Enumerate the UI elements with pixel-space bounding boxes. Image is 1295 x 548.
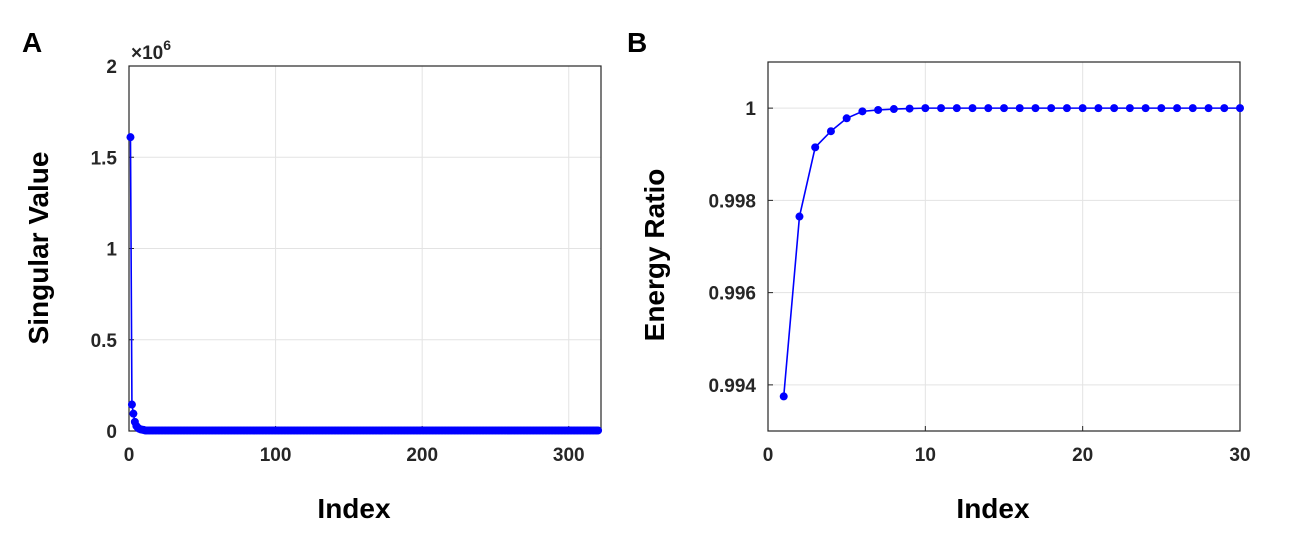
panel-b-data-point: [1047, 104, 1056, 113]
panel-a-y-tick-label: 1.5: [91, 148, 118, 169]
panel-b-data-point: [1188, 104, 1197, 113]
panel-b-data-point: [1236, 104, 1244, 113]
panel-b-data-point: [1204, 104, 1213, 113]
panel-b-data-point: [795, 212, 804, 221]
panel-b-data-point: [874, 105, 883, 114]
panel-b-chart: B 0 10 20 30 0.994 0.996 0.998 1 Index Energy R…: [627, 27, 1251, 524]
panel-b-y-tick-label: 0.998: [708, 191, 756, 212]
panel-b-data-point: [952, 104, 961, 113]
panel-b-y-tick-label: 1: [745, 99, 756, 120]
panel-b-y-tick-label: 0.996: [708, 284, 756, 305]
panel-b-x-tick-label: 30: [1229, 445, 1250, 466]
panel-a-x-tick-label: 0: [124, 445, 135, 466]
panel-a-data-point: [127, 400, 136, 409]
panel-a-y-tick-label: 1: [106, 240, 117, 261]
panel-a-x-tick-label: 300: [553, 445, 585, 466]
panel-a-y-multiplier: ×106: [131, 37, 171, 64]
panel-b-x-tick-label: 20: [1072, 445, 1093, 466]
panel-b-y-tick-label: 0.994: [708, 376, 756, 397]
panel-a-letter: A: [22, 27, 42, 58]
panel-b-data-point: [1031, 104, 1040, 113]
panel-b-grid: [767, 62, 1241, 431]
panel-b-data-point: [779, 392, 788, 401]
panel-b-y-axis-label: Energy Ratio: [639, 169, 670, 342]
panel-b-data-point: [905, 104, 914, 113]
panel-a-x-tick-label: 100: [260, 445, 292, 466]
panel-b-data-point: [984, 104, 993, 113]
panel-b-series-line: [782, 107, 1240, 397]
panel-a-x-axis-label: Index: [317, 493, 391, 524]
panel-b-data-point: [826, 127, 835, 136]
panel-a-data-point: [126, 133, 135, 142]
panel-b-data-point: [811, 143, 820, 152]
panel-b-data-point: [858, 107, 867, 116]
panel-b-data-point: [1157, 104, 1166, 113]
panel-a-x-tick-label: 200: [406, 445, 438, 466]
panel-a-y-axis-label: Singular Value: [23, 152, 54, 345]
panel-b-data-point: [1141, 104, 1150, 113]
panel-b-data-point: [1000, 104, 1008, 113]
panel-a-data-point: [129, 409, 138, 418]
panel-b-data-point: [1220, 104, 1229, 113]
panel-a-chart: A 0 100 200 300 0 0.5 1 1.5 2 ×106 Index Singula…: [22, 27, 603, 524]
panel-b-plot-frame: [767, 61, 1241, 432]
panel-b-data-point: [1094, 104, 1103, 113]
panel-a-y-tick-label: 0: [106, 422, 117, 443]
panel-b-x-tick-label: 10: [915, 445, 936, 466]
panel-b-data-point: [1110, 104, 1119, 113]
panel-a-series: [126, 133, 603, 435]
panel-a-y-tick-label: 2: [106, 57, 117, 78]
panel-a-ticks: 0 100 200 300 0 0.5 1 1.5 2: [91, 57, 585, 466]
panel-b-series: [779, 104, 1244, 401]
panel-a-grid: [128, 65, 601, 432]
panel-b-data-point: [1125, 104, 1134, 113]
panel-b-data-point: [842, 114, 851, 123]
panel-a-y-tick-label: 0.5: [91, 331, 118, 352]
panel-a-data-point: [594, 426, 603, 435]
panel-b-data-point: [1015, 104, 1024, 113]
panel-b-x-axis-label: Index: [956, 493, 1030, 524]
panel-b-x-tick-label: 0: [763, 445, 774, 466]
panel-b-data-point: [1062, 104, 1071, 113]
panel-b-data-point: [1078, 104, 1087, 113]
panel-b-data-point: [968, 104, 977, 113]
panel-a-series-line: [129, 137, 599, 432]
panel-b-data-point: [889, 105, 898, 114]
panel-b-letter: B: [627, 27, 647, 58]
panel-b-data-point: [921, 104, 930, 113]
panel-b-data-point: [937, 104, 946, 113]
panel-b-ticks: 0 10 20 30 0.994 0.996 0.998 1: [708, 99, 1250, 466]
panel-b-data-point: [1173, 104, 1182, 113]
